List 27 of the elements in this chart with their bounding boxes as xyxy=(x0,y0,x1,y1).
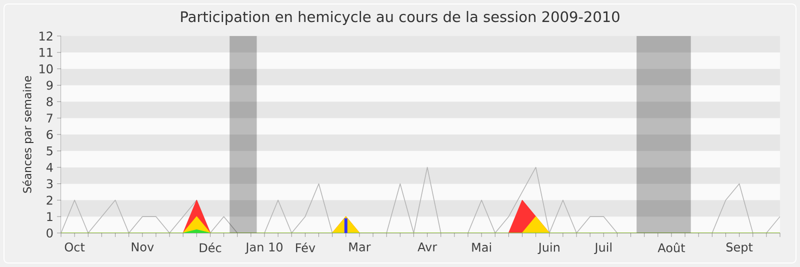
x-tick-label: Juin xyxy=(538,242,560,254)
y-tick-label: 8 xyxy=(46,97,53,106)
y-tick-label: 12 xyxy=(40,32,52,40)
x-tick-label: Sept xyxy=(726,242,753,254)
y-tick-label: 4 xyxy=(46,162,53,172)
x-tick-label: Avr xyxy=(418,242,438,252)
x-tick-label: Mar xyxy=(349,242,371,252)
x-tick-label: Juil xyxy=(594,242,612,254)
y-tick-label: 9 xyxy=(46,80,53,90)
y-tick-label: 6 xyxy=(46,130,53,140)
y-tick-label: 2 xyxy=(46,196,52,205)
x-tick-label: Mai xyxy=(472,242,491,252)
y-tick-label: 0 xyxy=(46,228,53,238)
chart-title: Participation en hemicycle au cours de la session 2009-2010 xyxy=(181,10,620,26)
x-tick-label: Oct xyxy=(64,242,85,252)
x-tick-label: Jan 10 xyxy=(245,242,282,254)
x-tick-label: Déc xyxy=(200,242,222,252)
y-tick-label: 7 xyxy=(46,114,52,122)
x-tick-label: Fév xyxy=(296,242,316,252)
x-tick-label: Août xyxy=(658,242,686,252)
y-tick-label: 5 xyxy=(46,146,52,156)
y-axis-title: Séances par semaine xyxy=(22,76,34,193)
y-tick-label: 1 xyxy=(47,212,52,221)
y-tick-label: 10 xyxy=(40,64,53,74)
x-tick-label: Nov xyxy=(132,242,154,252)
y-tick-label: 11 xyxy=(40,48,52,57)
y-tick-label: 3 xyxy=(46,179,53,188)
